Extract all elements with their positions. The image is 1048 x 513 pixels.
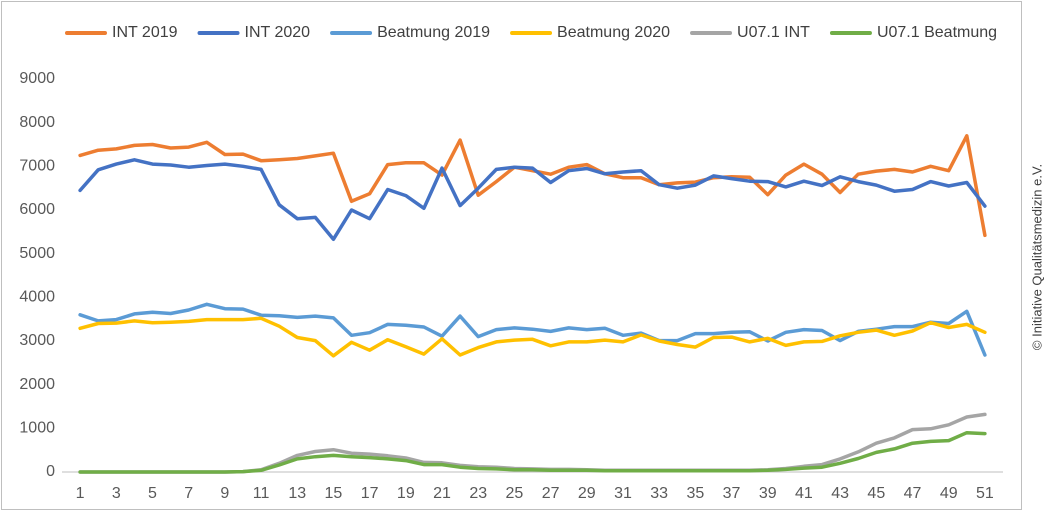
series-line xyxy=(78,412,987,474)
x-tick-label: 5 xyxy=(148,485,157,502)
series-line xyxy=(78,430,987,474)
x-tick-label: 3 xyxy=(112,485,121,502)
x-tick-label: 9 xyxy=(220,485,229,502)
x-tick-label: 1 xyxy=(76,485,85,502)
x-tick-label: 27 xyxy=(542,485,560,502)
x-tick-label: 17 xyxy=(361,485,379,502)
y-tick-label: 9000 xyxy=(19,70,55,87)
legend-label: U07.1 INT xyxy=(737,24,810,41)
x-tick-label: 15 xyxy=(325,485,343,502)
series-line xyxy=(78,158,987,242)
x-tick-label: 29 xyxy=(578,485,596,502)
legend-label: INT 2020 xyxy=(245,24,311,41)
y-tick-label: 7000 xyxy=(19,158,55,175)
legend-label: Beatmung 2019 xyxy=(377,24,490,41)
legend-label: U07.1 Beatmung xyxy=(877,24,997,41)
legend-label: Beatmung 2020 xyxy=(557,24,670,41)
series-line xyxy=(78,316,987,358)
legend-label: INT 2019 xyxy=(112,24,178,41)
y-tick-label: 5000 xyxy=(19,245,55,262)
x-tick-label: 31 xyxy=(614,485,632,502)
x-tick-label: 51 xyxy=(976,485,994,502)
copyright: © Initiative Qualitätsmedizin e.V. xyxy=(1029,164,1044,350)
x-tick-label: 7 xyxy=(184,485,193,502)
x-tick-label: 47 xyxy=(904,485,922,502)
x-tick-label: 41 xyxy=(795,485,813,502)
series-line xyxy=(78,134,987,238)
y-tick-label: 3000 xyxy=(19,332,55,349)
x-tick-label: 25 xyxy=(506,485,524,502)
x-tick-label: 11 xyxy=(253,485,270,502)
x-tick-label: 21 xyxy=(433,485,451,502)
x-tick-label: 23 xyxy=(469,485,487,502)
x-tick-label: 19 xyxy=(397,485,415,502)
y-tick-label: 0 xyxy=(46,463,55,480)
x-tick-label: 43 xyxy=(831,485,849,502)
x-tick-label: 13 xyxy=(288,485,306,502)
x-tick-label: 49 xyxy=(940,485,958,502)
y-tick-label: 4000 xyxy=(19,289,55,306)
x-tick-label: 35 xyxy=(686,485,704,502)
series-line xyxy=(78,302,987,357)
x-tick-label: 33 xyxy=(650,485,668,502)
x-tick-label: 39 xyxy=(759,485,777,502)
y-tick-label: 8000 xyxy=(19,114,55,131)
x-tick-label: 45 xyxy=(867,485,885,502)
y-tick-label: 2000 xyxy=(19,376,55,393)
x-tick-label: 37 xyxy=(723,485,741,502)
y-tick-label: 1000 xyxy=(19,420,55,437)
y-tick-label: 6000 xyxy=(19,201,55,218)
chart-frame xyxy=(1,1,1022,510)
